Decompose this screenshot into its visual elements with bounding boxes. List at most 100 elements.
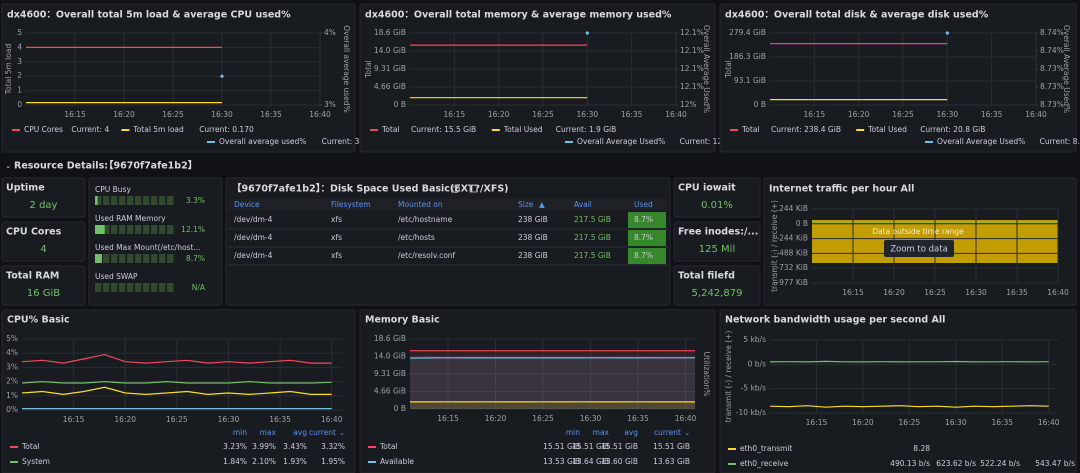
legend-stat: 623.62 b/s xyxy=(936,459,976,468)
y-tick-label: 244 KiB xyxy=(779,204,808,213)
legend-swatch xyxy=(368,461,376,463)
gauge-segment xyxy=(127,283,134,292)
y-axis-label: transmit (-) / receive (+) xyxy=(770,200,779,292)
table-header-bg xyxy=(228,199,668,210)
y2-axis-label: Overall Average Used% xyxy=(1062,25,1071,113)
zoom-button-label[interactable]: Zoom to data xyxy=(890,245,948,255)
y-tick-label: -732 KiB xyxy=(776,263,808,272)
panel xyxy=(719,3,1077,153)
panel xyxy=(88,177,223,306)
table-cell: xfs xyxy=(331,251,342,260)
gauge-segment xyxy=(135,225,142,234)
table-cell: /dev/dm-4 xyxy=(234,215,273,224)
legend-swatch xyxy=(121,129,130,131)
y-tick-label: 4.66 GiB xyxy=(374,82,406,91)
gauge-segment xyxy=(143,225,150,234)
legend-stat: 490.13 b/s xyxy=(890,459,930,468)
legend-swatch xyxy=(370,129,378,131)
panel xyxy=(1,221,86,262)
panel-title: Network bandwidth usage per second All xyxy=(725,315,945,326)
table-cell: xfs xyxy=(331,215,342,224)
legend-swatch xyxy=(730,129,738,131)
table-cell: /etc/hostname xyxy=(398,215,453,224)
legend-stat: 8.28 xyxy=(913,444,930,453)
gauge-name: CPU Busy xyxy=(95,185,131,194)
y2-axis-label: Overall average used% xyxy=(342,25,351,112)
gauge-fill xyxy=(95,196,98,205)
y-tick-label: 0 B xyxy=(394,100,406,109)
y-axis-label: transmit (-) / receive (+) xyxy=(724,331,733,423)
gauge-segment xyxy=(95,283,102,292)
legend-swatch xyxy=(368,446,376,448)
x-tick-label: 16:15 xyxy=(64,110,86,119)
legend-stat: 3.32% xyxy=(321,442,345,451)
legend-name: Total 5m load xyxy=(132,125,184,134)
y-tick-label: 5 xyxy=(17,28,22,37)
y-tick-label: 0 b/s xyxy=(748,359,766,368)
table-cell: 238 GiB xyxy=(518,251,548,260)
y-tick-label: 4.66 GiB xyxy=(374,386,406,395)
legend-column: max xyxy=(260,428,277,437)
y-axis-label: Total 5m load xyxy=(4,44,13,96)
legend-column: avg xyxy=(624,428,638,437)
panel-title: Memory Basic xyxy=(365,315,440,326)
x-tick-label: 16:40 xyxy=(665,110,687,119)
gauge-label: N/A xyxy=(192,283,206,292)
y-tick-label: -10 kb/s xyxy=(736,408,766,417)
x-tick-label: 16:15 xyxy=(806,418,828,427)
gauge-segment xyxy=(119,225,126,234)
x-tick-label: 16:15 xyxy=(842,288,864,297)
y-tick-label: 2 xyxy=(17,71,22,80)
legend-name: Total Used xyxy=(867,125,907,134)
gauge-name: Used Max Mount(/etc/host... xyxy=(95,243,201,252)
legend-name: Total xyxy=(381,125,400,134)
table-cell: xfs xyxy=(331,233,342,242)
y2-tick-label: 8.73% xyxy=(1040,100,1064,109)
gauge-segment xyxy=(103,225,110,234)
gauge-segment xyxy=(119,254,126,263)
gauge-segment xyxy=(167,196,174,205)
legend-swatch xyxy=(856,129,865,131)
data-point xyxy=(945,31,949,35)
x-tick-label: 16:25 xyxy=(924,288,946,297)
y-tick-label: 18.6 GiB xyxy=(374,28,406,37)
y-tick-label: 4% xyxy=(6,348,18,357)
panel xyxy=(359,3,716,153)
x-tick-label: 16:20 xyxy=(485,414,507,423)
legend-stat: 3.23% xyxy=(223,442,247,451)
x-tick-label: 16:40 xyxy=(1047,288,1069,297)
y2-tick-label: 4% xyxy=(324,28,336,37)
stat-value: 5,242,879 xyxy=(692,288,743,299)
legend-stat: 13.63 GiB xyxy=(653,457,690,466)
legend-current: Current: 1.9 GiB xyxy=(556,125,616,134)
gauge-segment xyxy=(151,225,158,234)
gauge-segment xyxy=(159,225,166,234)
series-line xyxy=(769,360,1049,363)
legend-current: Current: 3.4% xyxy=(322,137,374,146)
y-tick-label: 5 kb/s xyxy=(743,335,766,344)
legend-stat: 15.51 GiB xyxy=(601,442,638,451)
legend-column: current xyxy=(654,428,681,437)
x-tick-label: 16:30 xyxy=(218,415,240,424)
panel xyxy=(1,265,86,306)
stat-value: 0.01% xyxy=(701,200,733,211)
sort-icon: ⌄ xyxy=(684,428,690,437)
x-tick-label: 16:40 xyxy=(309,110,331,119)
legend-column: current xyxy=(309,428,336,437)
gauge-segment xyxy=(151,254,158,263)
panel xyxy=(1,177,86,218)
panel-title: dx4600：Overall total 5m load & average C… xyxy=(7,10,291,21)
legend-swatch xyxy=(925,141,933,143)
zoom-button[interactable] xyxy=(884,240,954,257)
gauge-fill xyxy=(95,225,105,234)
panel-title: CPU% Basic xyxy=(7,315,70,326)
y2-tick-label: 12.1% xyxy=(680,82,704,91)
gauge-segment xyxy=(151,283,158,292)
x-tick-label: 16:35 xyxy=(1006,288,1028,297)
y-tick-label: 9.31 GiB xyxy=(374,64,406,73)
y2-tick-label: 12% xyxy=(680,100,697,109)
legend-name: eth0_transmit xyxy=(740,444,793,453)
table-cell: /dev/dm-4 xyxy=(234,233,273,242)
legend-stat: 13.64 GiB xyxy=(572,457,609,466)
used-cell xyxy=(628,248,666,264)
